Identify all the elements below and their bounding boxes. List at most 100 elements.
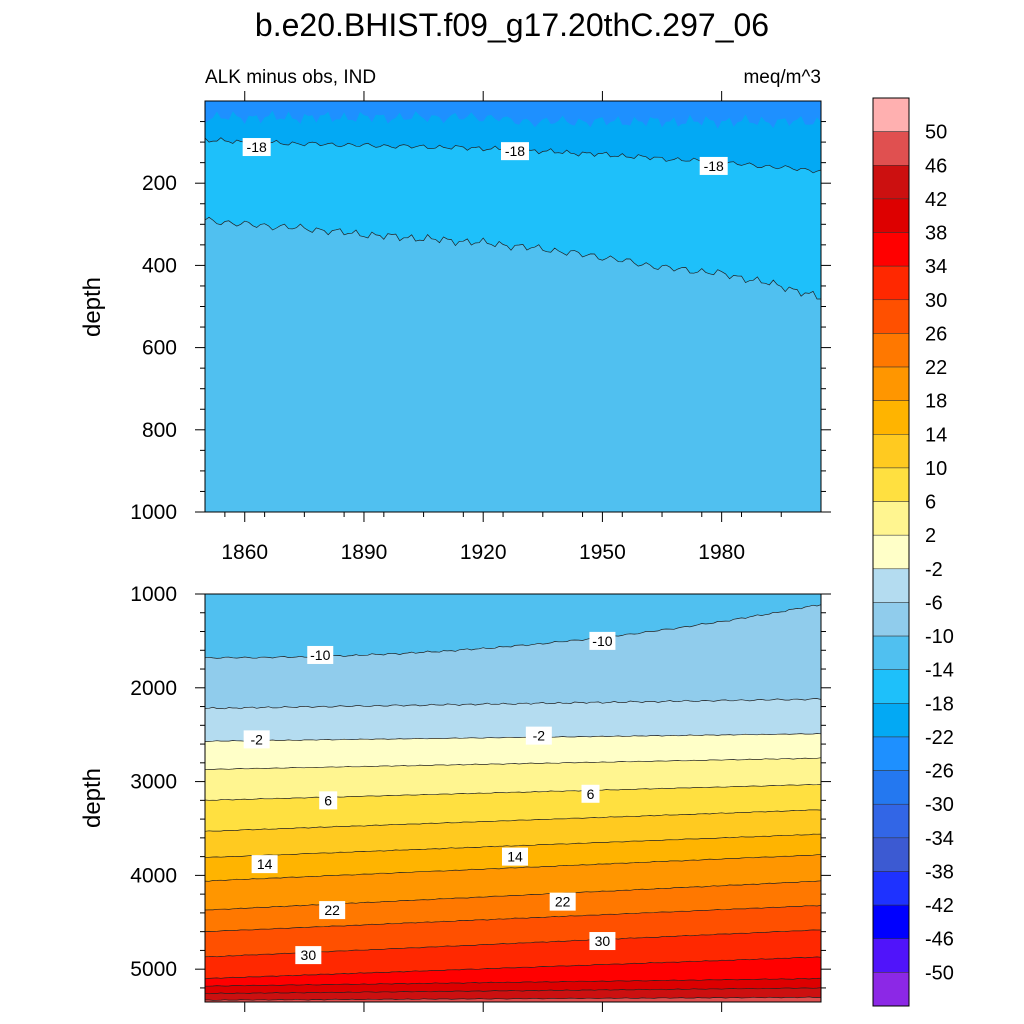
contour-label-bg bbox=[589, 631, 616, 650]
colorbar-swatch bbox=[872, 265, 910, 301]
contour-label-text: 14 bbox=[257, 856, 273, 872]
colorbar-swatch bbox=[872, 501, 910, 536]
contour-label: 14 bbox=[501, 847, 528, 866]
contour-line--6 bbox=[204, 698, 822, 710]
top-y-axis-label: depth bbox=[79, 277, 106, 337]
top-y-tick-label: 600 bbox=[142, 337, 177, 360]
contour-label: -2 bbox=[243, 730, 270, 749]
contour-label-bg bbox=[500, 142, 529, 161]
top-x-tick-label: 1980 bbox=[698, 541, 745, 564]
contour-label-text: -10 bbox=[592, 633, 612, 649]
top-plot-area: -18 -18 -18 bbox=[204, 101, 822, 512]
contour-label: -18 bbox=[242, 138, 271, 157]
colorbar-swatch bbox=[872, 972, 910, 1007]
contour-label-bg bbox=[319, 901, 346, 920]
bottom-y-tick-label: 4000 bbox=[130, 864, 177, 887]
bottom-panel: -10 -10 -2 -2 6 6 14 14 22 22 30 30 1000 2000 3000 400… bbox=[79, 583, 831, 1012]
colorbar-swatch bbox=[872, 568, 910, 603]
colorbar-swatch bbox=[872, 904, 910, 939]
contour-line-22 bbox=[204, 880, 822, 911]
contour-line-38 bbox=[205, 977, 822, 987]
contour-label: 14 bbox=[251, 855, 278, 874]
colorbar-label: 26 bbox=[925, 323, 947, 345]
contour-label: -2 bbox=[525, 726, 552, 745]
contour-label-text: 22 bbox=[324, 902, 340, 918]
colorbar-label: -38 bbox=[925, 861, 954, 883]
contour-label-text: 30 bbox=[595, 933, 611, 949]
contour-label-bg bbox=[581, 784, 600, 803]
contour-label-bg bbox=[307, 645, 334, 664]
colorbar-label: 18 bbox=[925, 391, 947, 413]
contour-line--2 bbox=[204, 733, 822, 742]
contour-line-14 bbox=[204, 833, 822, 859]
top-x-tick-label: 1950 bbox=[579, 541, 626, 564]
contour-label-text: 30 bbox=[301, 947, 317, 963]
contour-label-text: 6 bbox=[587, 786, 595, 802]
colorbar-swatch bbox=[872, 198, 910, 233]
colorbar-label: -2 bbox=[925, 559, 943, 581]
units-label: meq/m^3 bbox=[743, 67, 821, 88]
contour-label-bg bbox=[243, 730, 270, 749]
colorbar-swatch bbox=[872, 602, 910, 637]
colorbar-swatch bbox=[872, 97, 910, 132]
colorbar-label: 42 bbox=[925, 189, 947, 211]
colorbar-label: 22 bbox=[925, 357, 947, 379]
top-y-tick-label: 800 bbox=[142, 419, 177, 442]
colorbar-swatch bbox=[872, 131, 910, 166]
contour-label: 30 bbox=[295, 946, 322, 965]
top-y-tick-label: 200 bbox=[142, 172, 177, 195]
contour-line-10 bbox=[204, 809, 822, 832]
colorbar: 50 46 42 38 34 30 26 22 18 14 10 6 2 -2 -6 -10 -14 -18 -22… bbox=[872, 97, 954, 1007]
contour-label: -18 bbox=[699, 156, 728, 175]
colorbar-label: 46 bbox=[925, 155, 947, 177]
colorbar-swatch bbox=[872, 400, 910, 435]
colorbar-label: 2 bbox=[925, 525, 936, 547]
colorbar-label: -26 bbox=[925, 761, 954, 783]
colorbar-swatch bbox=[872, 434, 910, 469]
colorbar-label: -42 bbox=[925, 895, 954, 917]
contour-line-26 bbox=[204, 904, 822, 932]
colorbar-label: 30 bbox=[925, 290, 947, 312]
contour-label: 30 bbox=[589, 932, 616, 951]
contour-line--14 bbox=[204, 216, 821, 300]
top-x-tick-label: 1860 bbox=[221, 541, 268, 564]
contour-label-bg bbox=[699, 156, 728, 175]
colorbar-label: -30 bbox=[925, 794, 954, 816]
colorbar-swatch bbox=[872, 366, 910, 401]
colorbar-label: -6 bbox=[925, 592, 943, 614]
colorbar-label: 14 bbox=[925, 424, 947, 446]
colorbar-swatch bbox=[872, 534, 910, 570]
contour-label: 22 bbox=[319, 901, 346, 920]
contour-label-bg bbox=[525, 726, 552, 745]
top-panel: -18 -18 -18 1860 1890 1920 1950 1980 200 400 600 8… bbox=[79, 91, 831, 564]
contour-label: 22 bbox=[549, 892, 576, 911]
bottom-y-tick-label: 2000 bbox=[130, 677, 177, 700]
chart-title: b.e20.BHIST.f09_g17.20thC.297_06 bbox=[255, 7, 769, 43]
contour-label: -18 bbox=[500, 142, 529, 161]
bottom-y-axis-label: depth bbox=[79, 768, 106, 828]
colorbar-swatch bbox=[872, 669, 910, 704]
bottom-y-tick-label: 3000 bbox=[130, 771, 177, 794]
colorbar-swatch bbox=[872, 736, 910, 771]
colorbar-swatch bbox=[872, 165, 910, 200]
contour-line-46 bbox=[205, 996, 822, 1001]
contour-label-bg bbox=[319, 791, 338, 810]
colorbar-label: 6 bbox=[925, 492, 936, 514]
contour-label-text: -18 bbox=[704, 158, 724, 174]
colorbar-swatch bbox=[872, 467, 910, 502]
contour-line-2 bbox=[204, 757, 822, 770]
colorbar-swatch bbox=[872, 635, 910, 670]
contour-label-bg bbox=[549, 892, 576, 911]
colorbar-label: -14 bbox=[925, 660, 954, 682]
subtitle-left: ALK minus obs, IND bbox=[205, 67, 376, 88]
bottom-plot-area: -10 -10 -2 -2 6 6 14 14 22 22 30 30 bbox=[204, 594, 822, 1002]
colorbar-frame bbox=[872, 97, 910, 1007]
colorbar-label: 50 bbox=[925, 122, 947, 144]
colorbar-swatch bbox=[872, 770, 910, 805]
bottom-plot-frame bbox=[204, 593, 822, 1003]
contour-label-text: -2 bbox=[533, 728, 546, 744]
top-axes: 1860 1890 1920 1950 1980 200 400 600 800 1000 bbox=[130, 91, 831, 564]
contour-label-text: 14 bbox=[507, 849, 523, 865]
colorbar-swatch bbox=[872, 871, 910, 906]
